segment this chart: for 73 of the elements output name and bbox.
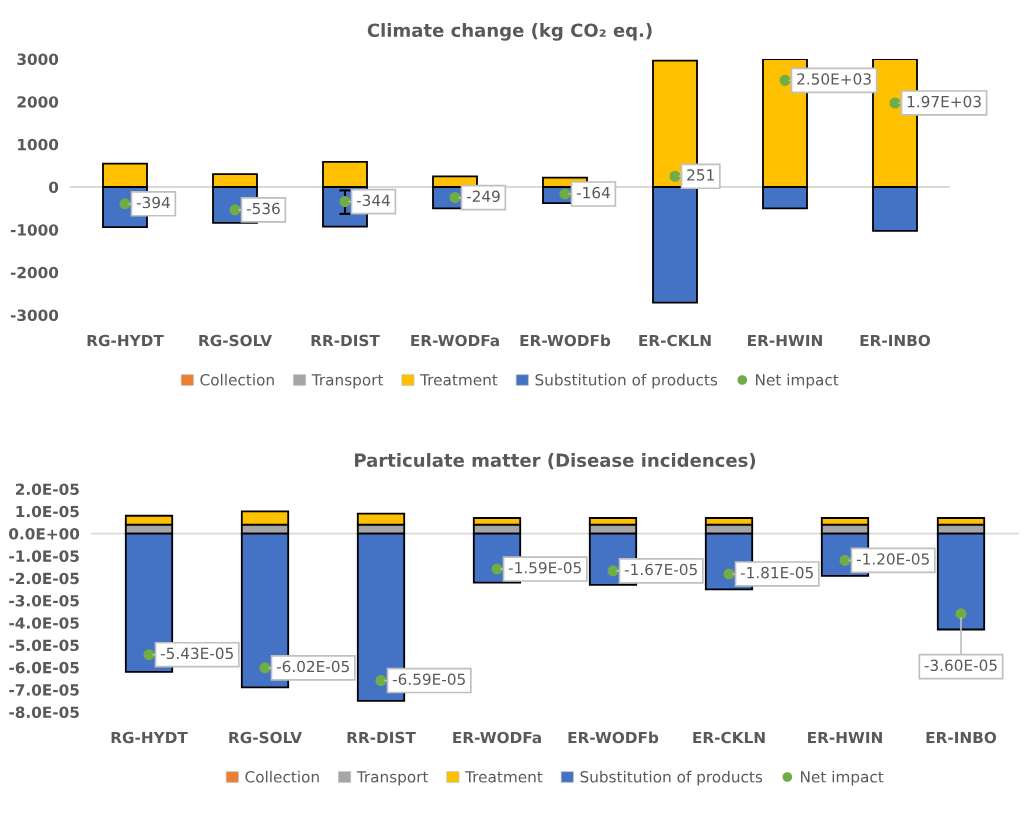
y-tick-label: 2000 — [17, 96, 59, 108]
point — [839, 554, 851, 566]
data-label: 251 — [687, 169, 714, 181]
x-tick-label: RG-SOLV — [199, 334, 272, 347]
data-label: -5.43E-05 — [160, 647, 233, 660]
data-label: 2.50E+03 — [797, 73, 871, 85]
y-tick-label: 0.0E+00 — [9, 528, 80, 540]
data-label: -536 — [246, 202, 280, 215]
x-tick-label: ER-WODFa — [411, 334, 499, 347]
legend-label: Treatment — [465, 771, 543, 783]
y-tick-label: 1.0E-05 — [16, 505, 79, 518]
y-tick-label: -8.0E-05 — [9, 706, 79, 719]
y-tick-label: -6.0E-05 — [9, 661, 79, 674]
point — [889, 97, 901, 109]
y-tick-label: -2.0E-05 — [9, 572, 79, 585]
x-tick-label: ER-HWIN — [748, 334, 822, 347]
y-tick-label: -4.0E-05 — [9, 617, 79, 629]
point — [669, 170, 681, 182]
y-tick-label: -5.0E-05 — [9, 639, 79, 652]
point — [779, 74, 791, 86]
y-tick-label: -1.0E-05 — [9, 550, 79, 562]
x-tick-label: ER-INBO — [926, 731, 997, 744]
data-label: -1.59E-05 — [508, 561, 581, 574]
data-label: -344 — [356, 194, 390, 207]
x-tick-label: ER-WODFb — [568, 731, 659, 744]
y-tick-label: -7.0E-05 — [9, 684, 79, 696]
x-tick-label: ER-WODFa — [453, 731, 541, 744]
y-tick-label: 2.0E-05 — [16, 483, 79, 496]
x-tick-label: RG-SOLV — [229, 731, 302, 744]
legend-label: Net impact — [801, 770, 884, 786]
x-tick-label: RR-DIST — [347, 731, 416, 744]
x-tick-label: ER-INBO — [860, 334, 931, 347]
y-tick-label: -3000 — [10, 309, 59, 322]
data-label: -1.81E-05 — [740, 566, 813, 579]
data-label: -1.67E-05 — [624, 563, 697, 576]
y-tick-label: -1000 — [10, 224, 59, 236]
point — [449, 192, 461, 204]
y-tick-label: -2000 — [10, 266, 59, 279]
x-tick-label: RR-DIST — [311, 334, 380, 347]
data-label: -6.02E-05 — [276, 660, 349, 673]
data-label: -1.20E-05 — [856, 553, 929, 565]
legend-label: Transport — [356, 771, 429, 786]
chart-title: Climate change (kg CO₂ eq.) — [367, 23, 652, 41]
data-label: -3.60E-05 — [924, 659, 997, 672]
x-tick-label: ER-HWIN — [808, 731, 882, 744]
legend-label: Substitution of products — [535, 373, 718, 389]
x-tick-label: ER-CKLN — [693, 731, 765, 744]
legend-label: Net impact — [756, 373, 839, 389]
legend-label: Collection — [200, 373, 274, 386]
legend-label: Transport — [311, 374, 384, 389]
point — [607, 565, 619, 577]
legend-label: Treatment — [420, 374, 498, 386]
point — [259, 662, 271, 674]
x-tick-label: RG-HYDT — [87, 334, 164, 347]
x-tick-label: ER-CKLN — [639, 334, 711, 347]
y-tick-label: -3.0E-05 — [9, 594, 79, 607]
x-tick-label: ER-WODFb — [520, 334, 611, 347]
y-tick-label: 0 — [48, 181, 59, 194]
legend-label: Substitution of products — [580, 770, 763, 786]
data-label: 1.97E+03 — [907, 95, 981, 108]
chart-title: Particulate matter (Disease incidences) — [355, 453, 756, 470]
data-label: -394 — [136, 196, 170, 209]
point — [491, 563, 503, 575]
y-tick-label: 3000 — [17, 53, 59, 66]
y-tick-label: 1000 — [18, 138, 59, 151]
legend-label: Collection — [245, 770, 319, 783]
data-label: -6.59E-05 — [392, 673, 465, 685]
point — [143, 649, 155, 661]
data-label: -164 — [576, 186, 610, 199]
point — [955, 608, 967, 620]
data-label: -249 — [466, 190, 500, 203]
point — [375, 675, 387, 687]
x-tick-label: RG-HYDT — [111, 731, 188, 744]
